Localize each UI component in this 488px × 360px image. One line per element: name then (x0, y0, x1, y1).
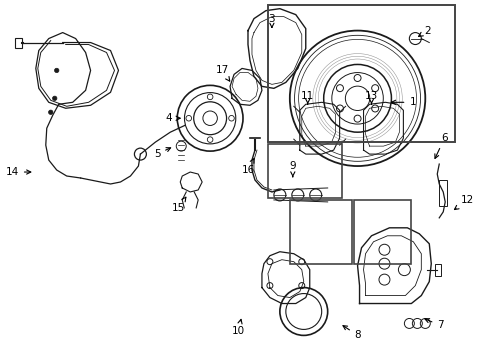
Text: 11: 11 (301, 91, 314, 104)
Text: 12: 12 (453, 195, 473, 210)
Text: 3: 3 (268, 14, 275, 27)
Circle shape (353, 75, 360, 81)
Text: 10: 10 (231, 319, 244, 336)
Text: 13: 13 (364, 91, 377, 104)
Bar (353, 200, 410, 264)
Text: 2: 2 (418, 26, 430, 36)
Text: 4: 4 (165, 113, 180, 123)
Circle shape (371, 85, 378, 92)
Bar (438, 180, 447, 206)
Bar (434, 264, 440, 276)
Circle shape (371, 105, 378, 112)
Circle shape (48, 110, 53, 114)
Bar (15, 37, 22, 48)
Text: 15: 15 (171, 197, 185, 213)
Circle shape (353, 115, 360, 122)
Text: 17: 17 (215, 66, 229, 81)
Circle shape (336, 85, 343, 92)
Text: 1: 1 (391, 97, 415, 107)
Circle shape (207, 137, 212, 143)
Circle shape (55, 68, 59, 73)
Text: 6: 6 (434, 133, 447, 158)
Bar (289, 200, 351, 264)
Bar (267, 5, 454, 142)
Text: 5: 5 (153, 148, 170, 159)
Circle shape (185, 116, 191, 121)
Text: 8: 8 (342, 326, 361, 341)
Circle shape (52, 96, 57, 100)
Circle shape (228, 116, 234, 121)
Text: 9: 9 (289, 161, 296, 177)
Text: 7: 7 (424, 319, 443, 330)
Text: 14: 14 (6, 167, 31, 177)
Text: 16: 16 (241, 159, 254, 175)
Circle shape (336, 105, 343, 112)
Circle shape (207, 94, 212, 100)
Bar (267, 144, 341, 198)
